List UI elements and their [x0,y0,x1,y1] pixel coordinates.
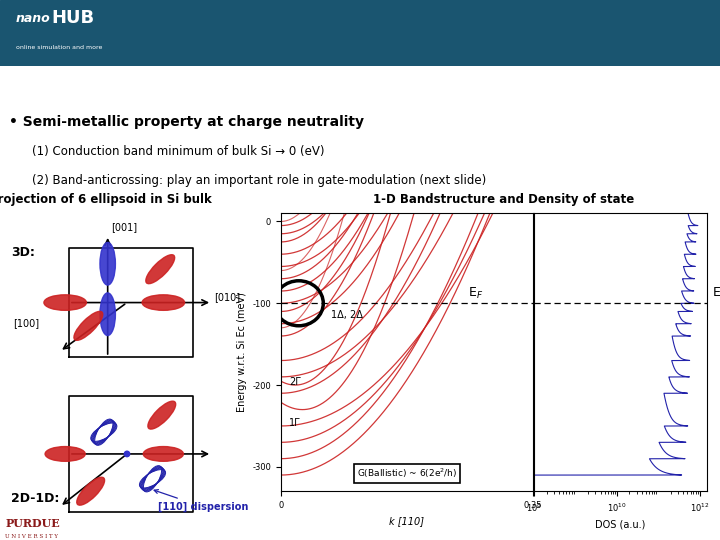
Y-axis label: Energy w.r.t. Si Ec (meV): Energy w.r.t. Si Ec (meV) [237,293,247,412]
Ellipse shape [100,242,115,285]
Ellipse shape [74,312,103,340]
Ellipse shape [125,451,130,457]
Text: • Semi-metallic property at charge neutrality: • Semi-metallic property at charge neutr… [9,115,364,129]
Text: U N I V E R S I T Y: U N I V E R S I T Y [5,534,58,539]
Text: nano: nano [16,12,50,25]
Text: (2) Band-anticrossing: play an important role in gate-modulation (next slide): (2) Band-anticrossing: play an important… [32,174,487,187]
Ellipse shape [45,447,85,461]
Text: online simulation and more: online simulation and more [16,45,102,50]
Ellipse shape [142,295,184,310]
Ellipse shape [148,401,176,429]
Text: Bandstructure at charge neutrality: Bandstructure at charge neutrality [345,77,698,96]
Text: G(Ballistic) ~ 6(2e$^2$/h): G(Ballistic) ~ 6(2e$^2$/h) [356,467,457,480]
Ellipse shape [146,255,175,284]
Ellipse shape [143,447,184,461]
X-axis label: DOS (a.u.): DOS (a.u.) [595,519,646,529]
Text: HUB: HUB [52,9,95,28]
Text: E$_F$: E$_F$ [712,286,720,301]
Text: [010]: [010] [215,292,240,302]
Text: 1-D Bandstructure and Density of state: 1-D Bandstructure and Density of state [374,193,634,206]
Text: 3D:: 3D: [11,246,35,259]
Ellipse shape [77,477,104,505]
X-axis label: k [110]: k [110] [390,516,424,525]
Text: [110] dispersion: [110] dispersion [154,490,248,512]
Ellipse shape [100,293,115,335]
Ellipse shape [44,295,86,310]
Text: 2D-1D:: 2D-1D: [11,492,60,505]
Text: 1Γ: 1Γ [289,418,301,428]
Text: 2Γ: 2Γ [289,377,301,387]
Text: [100]: [100] [14,318,40,328]
Text: [001]: [001] [112,222,138,232]
Text: Projection of 6 ellipsoid in Si bulk: Projection of 6 ellipsoid in Si bulk [0,193,212,206]
Text: (1) Conduction band minimum of bulk Si → 0 (eV): (1) Conduction band minimum of bulk Si →… [32,145,325,158]
Text: E$_F$: E$_F$ [468,286,483,301]
Text: 1Δ, 2Δ: 1Δ, 2Δ [331,310,363,320]
Text: PURDUE: PURDUE [5,518,60,529]
